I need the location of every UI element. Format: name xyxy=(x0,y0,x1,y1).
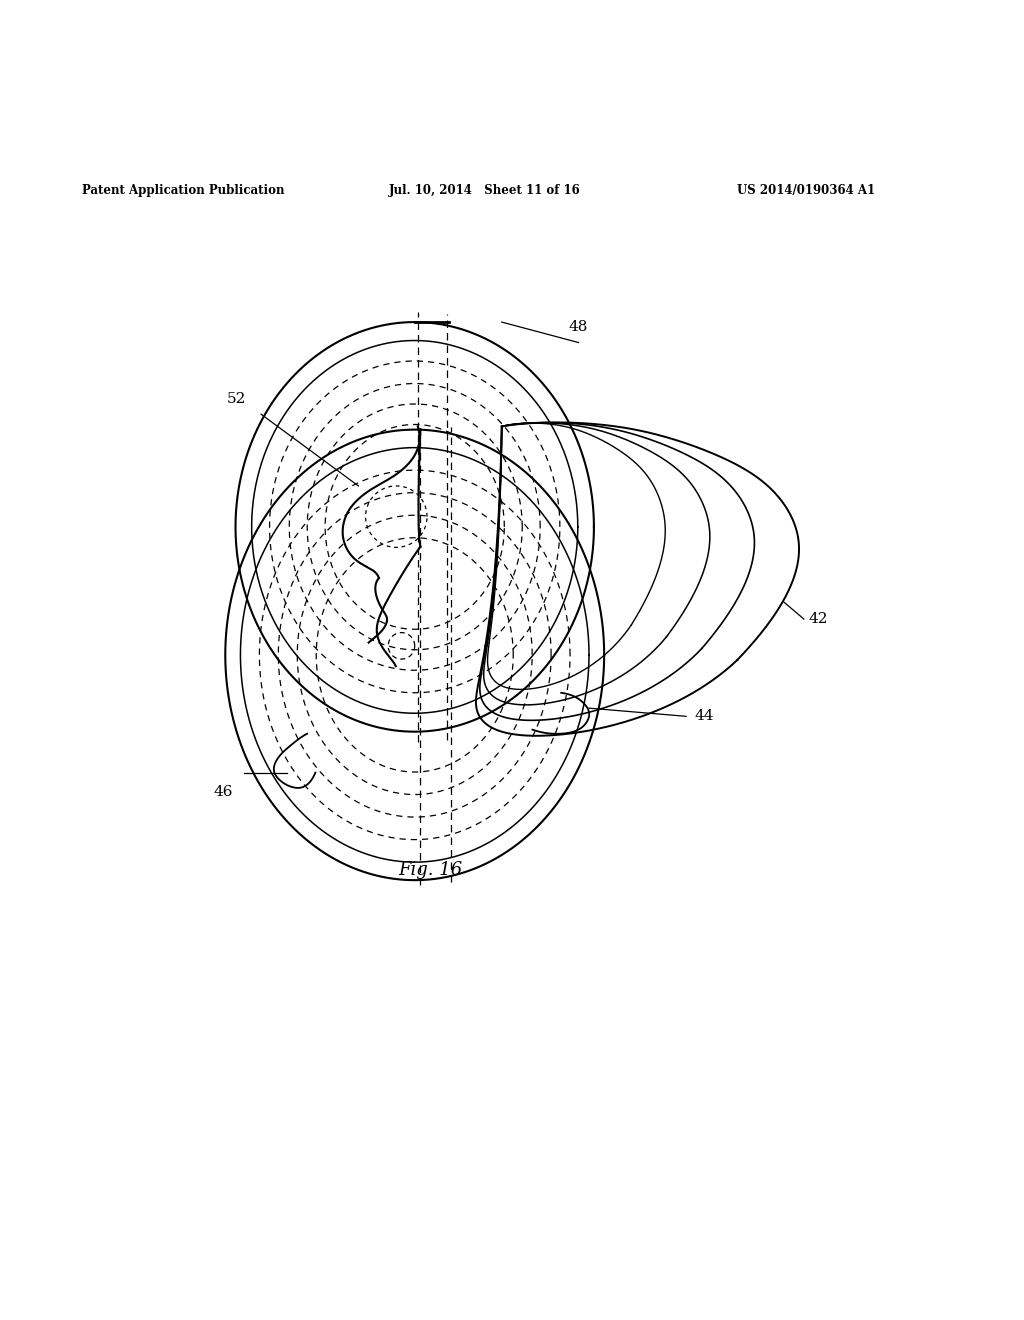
Text: 44: 44 xyxy=(694,709,714,723)
Text: 52: 52 xyxy=(226,392,246,407)
Text: Patent Application Publication: Patent Application Publication xyxy=(82,183,285,197)
Text: 48: 48 xyxy=(569,321,588,334)
Text: 42: 42 xyxy=(809,612,828,626)
Text: Fig. 16: Fig. 16 xyxy=(398,861,462,879)
Text: Jul. 10, 2014   Sheet 11 of 16: Jul. 10, 2014 Sheet 11 of 16 xyxy=(389,183,581,197)
Text: US 2014/0190364 A1: US 2014/0190364 A1 xyxy=(737,183,876,197)
Text: 46: 46 xyxy=(213,785,233,799)
